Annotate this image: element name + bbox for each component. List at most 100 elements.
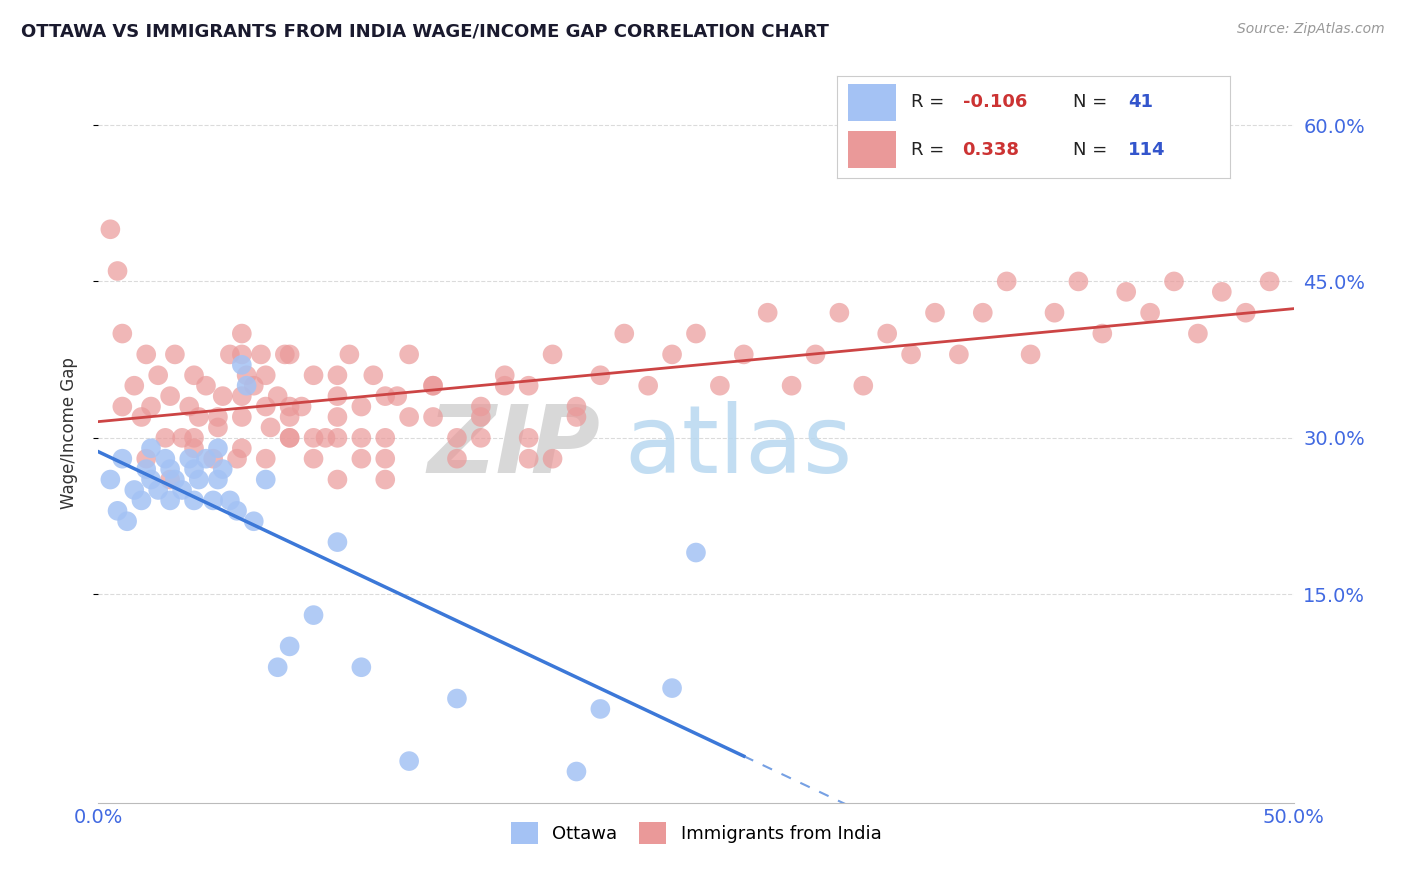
Point <box>111 326 134 341</box>
Point <box>733 347 755 361</box>
Point <box>278 431 301 445</box>
Point <box>1163 274 1185 288</box>
Point <box>172 431 194 445</box>
Text: Source: ZipAtlas.com: Source: ZipAtlas.com <box>1237 22 1385 37</box>
Point <box>254 451 277 466</box>
Point <box>900 347 922 361</box>
Point <box>302 368 325 383</box>
Point <box>685 326 707 341</box>
Point <box>565 764 588 779</box>
Point <box>685 545 707 559</box>
Point <box>219 347 242 361</box>
Point <box>107 504 129 518</box>
Point <box>124 483 146 497</box>
Point <box>470 431 492 445</box>
Point <box>661 681 683 695</box>
Point <box>148 368 170 383</box>
Point <box>1258 274 1281 288</box>
Legend: Ottawa, Immigrants from India: Ottawa, Immigrants from India <box>502 813 890 853</box>
Point <box>183 431 205 445</box>
Point <box>159 473 181 487</box>
Point <box>254 400 277 414</box>
Point <box>202 451 225 466</box>
Point <box>155 431 177 445</box>
Point <box>852 378 875 392</box>
Point <box>565 409 588 424</box>
Point <box>446 451 468 466</box>
Point <box>235 378 257 392</box>
Point <box>278 409 301 424</box>
Point <box>302 431 325 445</box>
Point <box>326 535 349 549</box>
Point <box>135 347 157 361</box>
Point <box>159 389 181 403</box>
Text: R =: R = <box>911 94 950 112</box>
Point <box>202 493 225 508</box>
Point <box>243 378 266 392</box>
Point <box>1139 306 1161 320</box>
Point <box>274 347 297 361</box>
Point <box>211 389 233 403</box>
Point <box>422 409 444 424</box>
Point <box>1019 347 1042 361</box>
Point <box>422 378 444 392</box>
Point <box>179 400 201 414</box>
Point <box>259 420 281 434</box>
Point <box>219 493 242 508</box>
Point <box>350 400 373 414</box>
Point <box>291 400 314 414</box>
Point <box>195 451 218 466</box>
Point <box>254 473 277 487</box>
Text: 41: 41 <box>1128 94 1153 112</box>
Point <box>183 368 205 383</box>
Point <box>231 358 253 372</box>
Point <box>374 389 396 403</box>
Point <box>661 347 683 361</box>
Point <box>159 462 181 476</box>
Point <box>111 400 134 414</box>
Text: OTTAWA VS IMMIGRANTS FROM INDIA WAGE/INCOME GAP CORRELATION CHART: OTTAWA VS IMMIGRANTS FROM INDIA WAGE/INC… <box>21 22 830 40</box>
Point <box>211 462 233 476</box>
Point <box>172 483 194 497</box>
Point <box>339 347 361 361</box>
Text: 114: 114 <box>1128 141 1166 159</box>
Point <box>226 504 249 518</box>
Point <box>139 400 162 414</box>
Point <box>278 431 301 445</box>
Point <box>278 400 301 414</box>
Point <box>135 451 157 466</box>
Point <box>876 326 898 341</box>
Point <box>159 493 181 508</box>
Y-axis label: Wage/Income Gap: Wage/Income Gap <box>59 357 77 508</box>
Point <box>374 431 396 445</box>
Point <box>494 378 516 392</box>
Point <box>187 409 209 424</box>
Point <box>131 493 153 508</box>
Point <box>350 451 373 466</box>
Text: atlas: atlas <box>624 401 852 493</box>
Point <box>924 306 946 320</box>
Point <box>565 400 588 414</box>
Text: N =: N = <box>1073 94 1112 112</box>
Point <box>183 442 205 456</box>
Point <box>804 347 827 361</box>
Point <box>350 660 373 674</box>
Point <box>972 306 994 320</box>
Point <box>231 389 253 403</box>
Point <box>235 368 257 383</box>
Point <box>226 451 249 466</box>
Point <box>326 368 349 383</box>
Point <box>1115 285 1137 299</box>
Point <box>207 409 229 424</box>
Point <box>207 420 229 434</box>
Point <box>183 493 205 508</box>
Point <box>139 473 162 487</box>
Point <box>254 368 277 383</box>
Point <box>1234 306 1257 320</box>
Point <box>179 451 201 466</box>
Point <box>163 473 186 487</box>
Point <box>250 347 273 361</box>
Point <box>494 368 516 383</box>
Point <box>1211 285 1233 299</box>
Point <box>187 473 209 487</box>
